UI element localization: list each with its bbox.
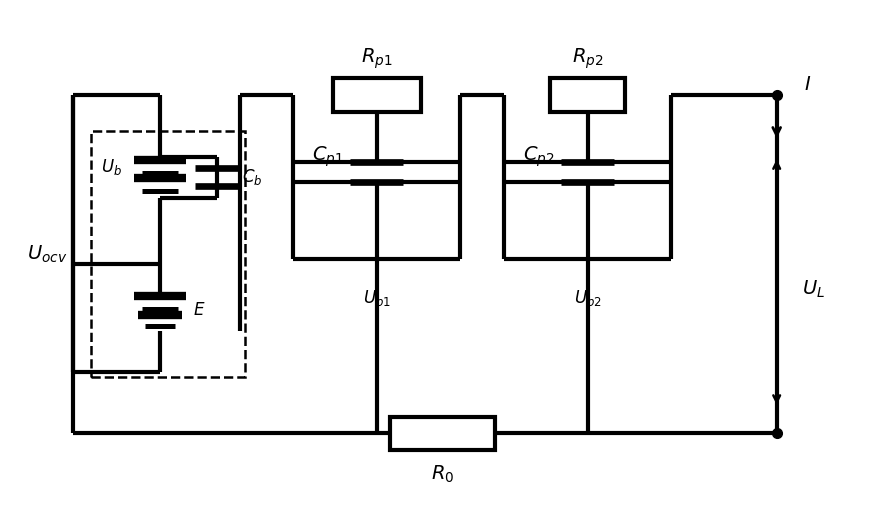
Text: $C_{p1}$: $C_{p1}$ (312, 144, 344, 169)
Text: $C_b$: $C_b$ (242, 167, 263, 187)
Text: $U_L$: $U_L$ (802, 279, 825, 300)
Text: $C_{p2}$: $C_{p2}$ (523, 144, 555, 169)
Text: $U_{p2}$: $U_{p2}$ (573, 289, 602, 312)
Bar (550, 78, 625, 112)
Text: $R_0$: $R_0$ (431, 464, 454, 485)
Text: $U_{p1}$: $U_{p1}$ (363, 289, 390, 312)
Text: $I$: $I$ (804, 75, 811, 94)
Text: $R_{p2}$: $R_{p2}$ (572, 47, 604, 71)
Bar (333, 78, 420, 112)
Text: $R_{p1}$: $R_{p1}$ (361, 47, 392, 71)
Text: $U_b$: $U_b$ (101, 157, 122, 177)
Text: $E$: $E$ (193, 301, 206, 319)
Text: $U_{ocv}$: $U_{ocv}$ (27, 243, 67, 265)
Bar (389, 416, 496, 450)
Bar (91, 131, 244, 377)
